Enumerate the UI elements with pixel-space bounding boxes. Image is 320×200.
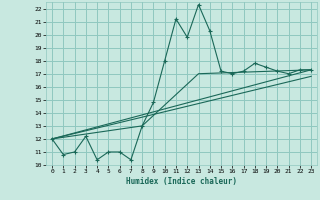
X-axis label: Humidex (Indice chaleur): Humidex (Indice chaleur) — [126, 177, 237, 186]
